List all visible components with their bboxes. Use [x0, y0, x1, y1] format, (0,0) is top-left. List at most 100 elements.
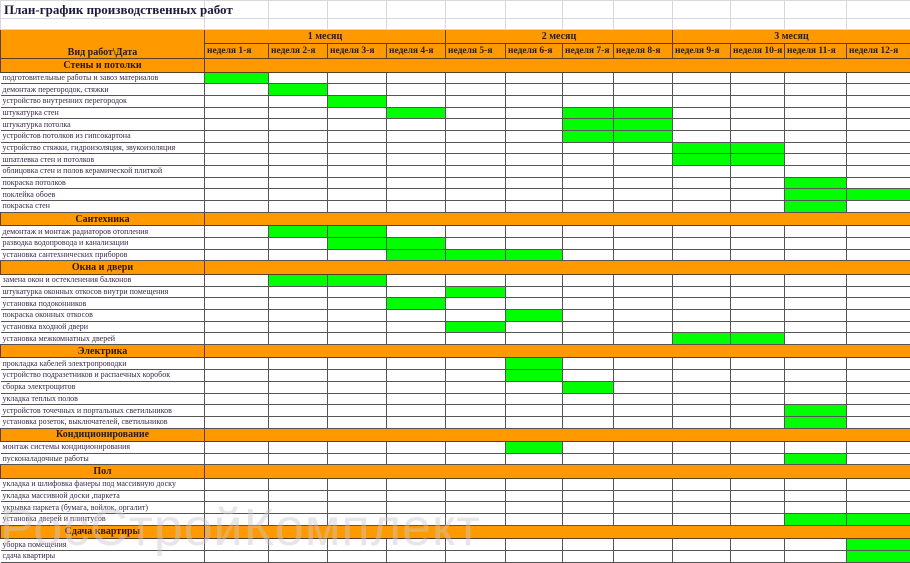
- gantt-cell-active[interactable]: [446, 321, 506, 333]
- gantt-cell[interactable]: [205, 358, 269, 370]
- gantt-cell[interactable]: [328, 298, 387, 310]
- gantt-cell[interactable]: [614, 142, 673, 154]
- gantt-cell[interactable]: [785, 358, 847, 370]
- section-band[interactable]: [205, 465, 910, 479]
- gantt-cell[interactable]: [673, 453, 731, 465]
- gantt-cell-active[interactable]: [269, 274, 328, 286]
- gantt-cell[interactable]: [731, 442, 785, 454]
- section-band[interactable]: [205, 261, 910, 275]
- gantt-cell[interactable]: [446, 539, 506, 551]
- gantt-cell[interactable]: [614, 550, 673, 562]
- gantt-cell[interactable]: [205, 237, 269, 249]
- gantt-cell[interactable]: [506, 154, 563, 166]
- section-title[interactable]: Пол: [1, 465, 205, 479]
- gantt-cell-active[interactable]: [328, 274, 387, 286]
- gantt-cell[interactable]: [506, 286, 563, 298]
- gantt-cell[interactable]: [785, 130, 847, 142]
- gantt-cell[interactable]: [673, 539, 731, 551]
- gantt-cell[interactable]: [328, 453, 387, 465]
- gantt-cell[interactable]: [847, 107, 910, 119]
- gantt-cell[interactable]: [614, 514, 673, 526]
- gantt-cell[interactable]: [446, 442, 506, 454]
- gantt-cell[interactable]: [731, 309, 785, 321]
- gantt-cell[interactable]: [847, 226, 910, 238]
- gantt-cell[interactable]: [387, 309, 446, 321]
- gantt-cell-active[interactable]: [328, 237, 387, 249]
- gantt-cell[interactable]: [673, 514, 731, 526]
- gantt-cell[interactable]: [506, 405, 563, 417]
- gantt-cell[interactable]: [328, 154, 387, 166]
- gantt-cell[interactable]: [563, 478, 614, 490]
- gantt-cell-active[interactable]: [731, 333, 785, 345]
- gantt-cell[interactable]: [446, 201, 506, 213]
- gantt-cell[interactable]: [847, 453, 910, 465]
- gantt-cell-active[interactable]: [785, 514, 847, 526]
- gantt-cell[interactable]: [506, 478, 563, 490]
- gantt-cell[interactable]: [387, 490, 446, 502]
- gantt-cell[interactable]: [269, 370, 328, 382]
- gantt-cell-active[interactable]: [614, 119, 673, 131]
- gantt-cell[interactable]: [785, 154, 847, 166]
- gantt-cell[interactable]: [847, 95, 910, 107]
- gantt-cell[interactable]: [446, 416, 506, 428]
- gantt-cell[interactable]: [731, 119, 785, 131]
- gantt-cell[interactable]: [785, 393, 847, 405]
- gantt-cell[interactable]: [205, 107, 269, 119]
- gantt-cell[interactable]: [205, 201, 269, 213]
- cell[interactable]: [847, 1, 910, 19]
- gantt-cell[interactable]: [563, 442, 614, 454]
- gantt-cell[interactable]: [614, 95, 673, 107]
- gantt-cell[interactable]: [446, 119, 506, 131]
- gantt-cell[interactable]: [673, 358, 731, 370]
- gantt-cell[interactable]: [506, 514, 563, 526]
- cell[interactable]: [387, 1, 446, 19]
- gantt-cell[interactable]: [328, 72, 387, 84]
- task-label[interactable]: разводка водопровода и канализации: [1, 237, 205, 249]
- gantt-cell[interactable]: [785, 286, 847, 298]
- cell[interactable]: [328, 19, 387, 30]
- gantt-cell[interactable]: [614, 201, 673, 213]
- gantt-cell[interactable]: [614, 442, 673, 454]
- gantt-cell[interactable]: [614, 72, 673, 84]
- gantt-cell[interactable]: [446, 514, 506, 526]
- gantt-cell[interactable]: [731, 189, 785, 201]
- gantt-cell[interactable]: [731, 539, 785, 551]
- gantt-cell[interactable]: [328, 393, 387, 405]
- gantt-cell[interactable]: [328, 142, 387, 154]
- gantt-cell-active[interactable]: [328, 226, 387, 238]
- gantt-cell[interactable]: [847, 393, 910, 405]
- gantt-cell[interactable]: [731, 502, 785, 514]
- task-label[interactable]: демонтаж и монтаж радиаторов отопления: [1, 226, 205, 238]
- task-label[interactable]: пусконаладочные работы: [1, 453, 205, 465]
- gantt-cell[interactable]: [731, 381, 785, 393]
- gantt-cell[interactable]: [785, 142, 847, 154]
- task-label[interactable]: устройстов точечных и портальных светиль…: [1, 405, 205, 417]
- gantt-cell[interactable]: [387, 442, 446, 454]
- gantt-cell[interactable]: [269, 442, 328, 454]
- gantt-cell[interactable]: [387, 274, 446, 286]
- gantt-cell-active[interactable]: [387, 249, 446, 261]
- gantt-cell[interactable]: [847, 381, 910, 393]
- gantt-cell-active[interactable]: [506, 358, 563, 370]
- gantt-cell[interactable]: [205, 321, 269, 333]
- week-header-11[interactable]: неделя 11-я: [785, 44, 847, 59]
- task-label[interactable]: штукатурка стен: [1, 107, 205, 119]
- gantt-cell[interactable]: [269, 453, 328, 465]
- gantt-cell[interactable]: [387, 226, 446, 238]
- gantt-cell[interactable]: [563, 358, 614, 370]
- gantt-cell[interactable]: [506, 381, 563, 393]
- cell[interactable]: [446, 1, 506, 19]
- gantt-cell[interactable]: [205, 502, 269, 514]
- gantt-cell[interactable]: [506, 119, 563, 131]
- gantt-cell[interactable]: [328, 321, 387, 333]
- gantt-cell[interactable]: [785, 370, 847, 382]
- gantt-cell[interactable]: [673, 298, 731, 310]
- gantt-cell[interactable]: [446, 502, 506, 514]
- task-label[interactable]: устройство стяжки, гидроизоляция, звукои…: [1, 142, 205, 154]
- gantt-cell[interactable]: [673, 321, 731, 333]
- gantt-cell[interactable]: [785, 72, 847, 84]
- cell[interactable]: [673, 19, 731, 30]
- gantt-cell[interactable]: [785, 95, 847, 107]
- gantt-cell[interactable]: [673, 502, 731, 514]
- gantt-cell[interactable]: [328, 502, 387, 514]
